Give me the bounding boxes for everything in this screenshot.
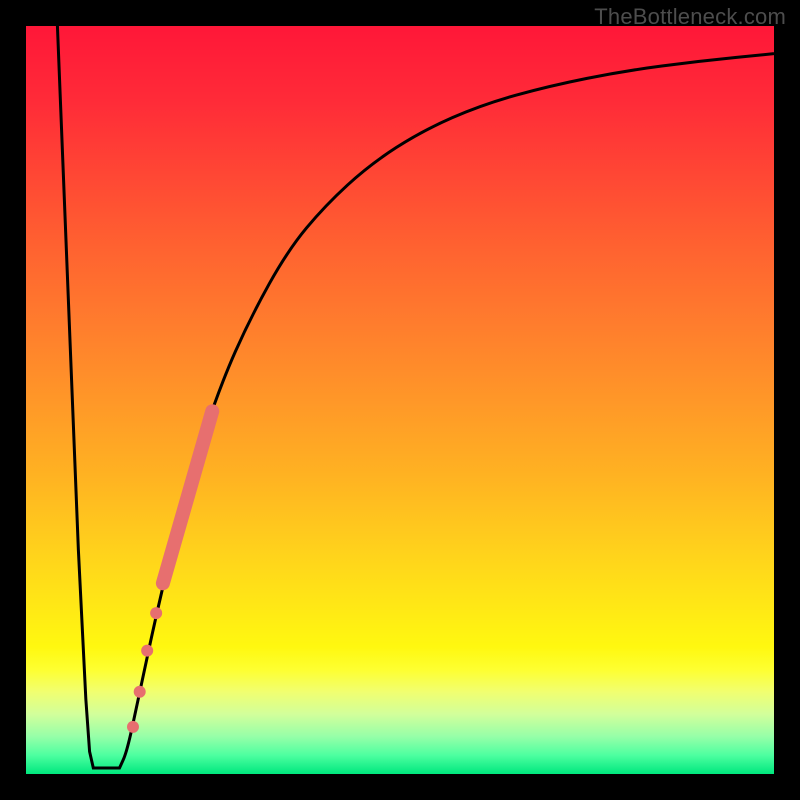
- chart-container: TheBottleneck.com: [0, 0, 800, 800]
- marker-dot: [127, 721, 139, 733]
- marker-dot: [141, 645, 153, 657]
- marker-dot: [134, 686, 146, 698]
- gradient-background: [26, 26, 774, 774]
- watermark-text: TheBottleneck.com: [594, 4, 786, 30]
- bottleneck-chart: [0, 0, 800, 800]
- marker-dot: [150, 607, 162, 619]
